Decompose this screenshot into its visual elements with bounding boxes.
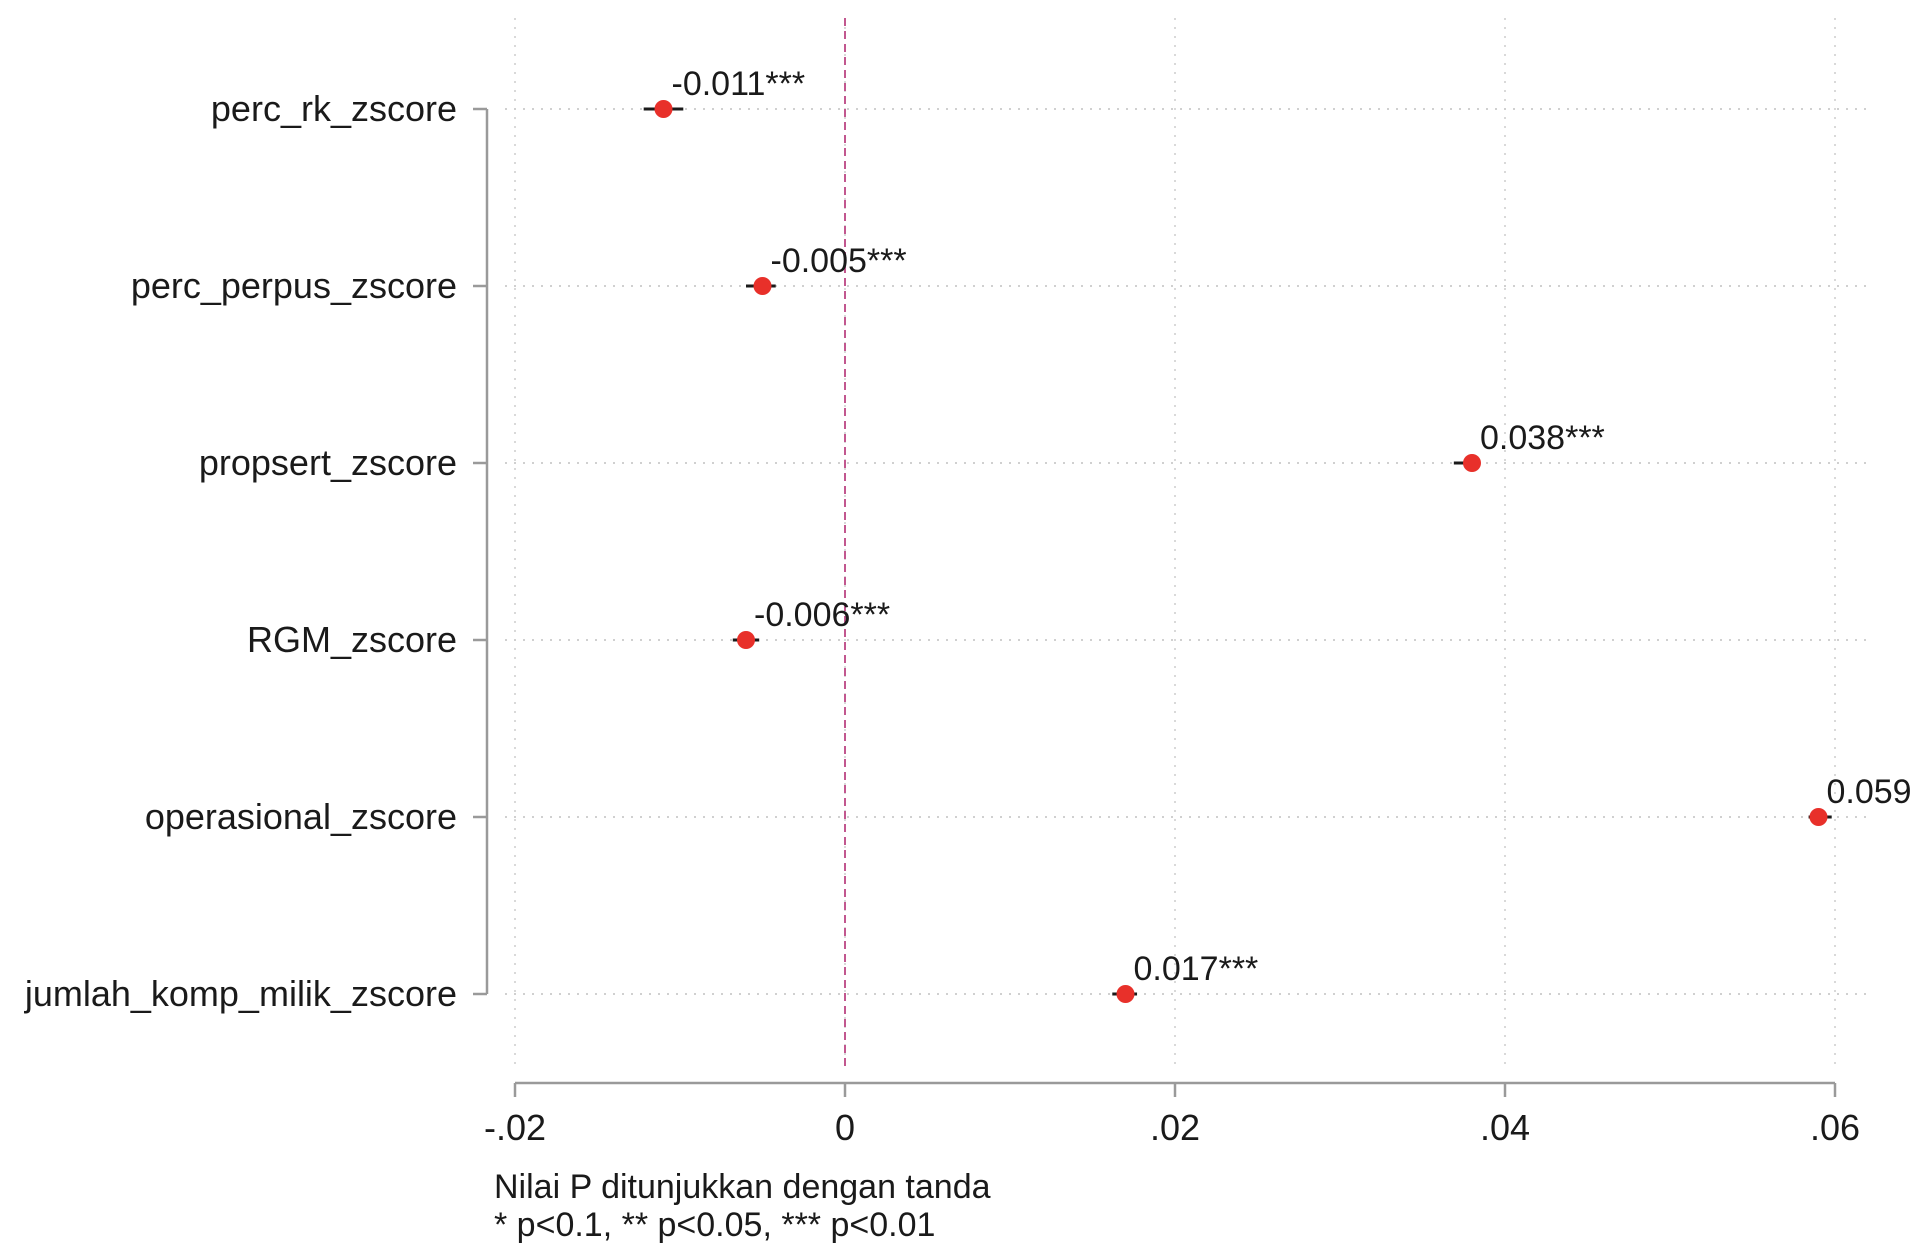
- coefficient-label: 0.038***: [1480, 419, 1605, 457]
- coefficient-point: [1463, 454, 1481, 472]
- coefficient-label: 0.059***: [1827, 773, 1920, 811]
- category-label: perc_perpus_zscore: [131, 265, 457, 306]
- category-label: RGM_zscore: [247, 619, 457, 660]
- p-value-note-line2: * p<0.1, ** p<0.05, *** p<0.01: [494, 1206, 935, 1244]
- coefficient-point: [753, 277, 772, 295]
- coefficient-label: -0.011***: [672, 65, 806, 103]
- x-tick-label: 0: [835, 1107, 855, 1148]
- coefficient-point: [1809, 808, 1828, 826]
- coefficient-labels: -0.011*** -0.005*** 0.038*** -0.006*** 0.059…: [672, 65, 1920, 988]
- x-axis-ticks: [513, 1083, 1837, 1097]
- category-label: jumlah_komp_milik_zscore: [24, 973, 457, 1014]
- x-tick-label: -.02: [484, 1107, 546, 1148]
- category-label: perc_rk_zscore: [211, 88, 457, 129]
- x-tick-label: .04: [1480, 1107, 1530, 1148]
- coefficient-point: [1116, 985, 1135, 1003]
- coefficient-label: -0.005***: [771, 242, 907, 280]
- x-axis-tick-labels: -.02 0 .02 .04 .06: [484, 1107, 1860, 1148]
- y-axis-category-labels: perc_rk_zscore perc_perpus_zscore propsert…: [24, 88, 457, 1014]
- coefficient-points: [654, 100, 1828, 1003]
- y-axis-ticks: [473, 107, 487, 996]
- coefficient-point: [737, 631, 755, 649]
- x-tick-label: .06: [1810, 1107, 1860, 1148]
- p-value-note-line1: Nilai P ditunjukkan dengan tanda: [494, 1168, 991, 1206]
- coefficient-label: 0.017***: [1134, 950, 1259, 988]
- coefficient-point: [654, 100, 673, 118]
- gridlines: [505, 18, 1870, 1068]
- x-tick-label: .02: [1150, 1107, 1200, 1148]
- category-label: operasional_zscore: [145, 796, 457, 837]
- category-label: propsert_zscore: [199, 442, 457, 483]
- coefficient-label: -0.006***: [754, 596, 890, 634]
